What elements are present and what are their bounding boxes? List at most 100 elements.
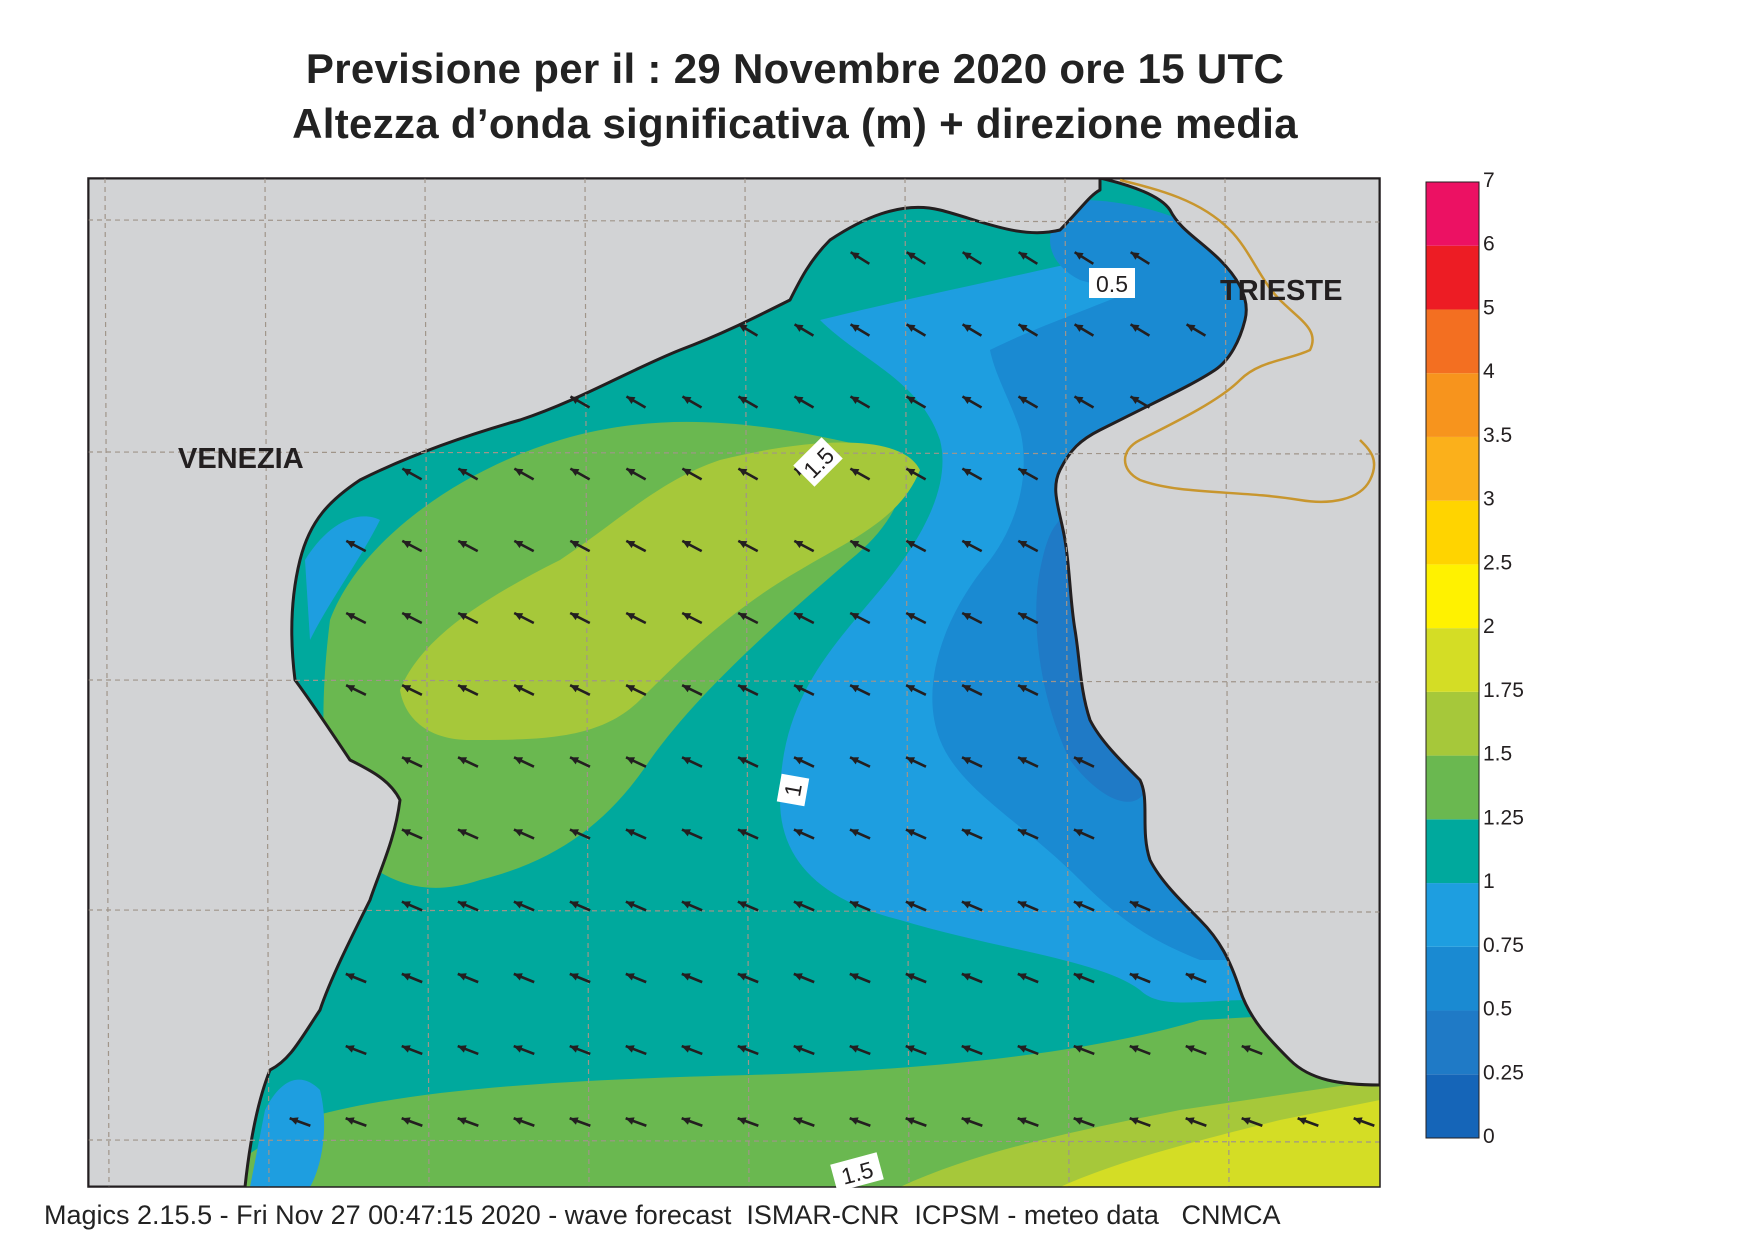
arrow-head xyxy=(1018,540,1028,549)
arrow-head xyxy=(570,396,580,404)
arrow-head xyxy=(794,396,804,404)
arrow-head xyxy=(682,613,692,621)
wave-direction-arrow xyxy=(1073,251,1095,265)
arrow-head xyxy=(1129,1045,1139,1053)
wave-direction-arrow xyxy=(401,900,423,912)
arrow-head xyxy=(345,973,355,981)
wave-direction-arrow xyxy=(569,467,591,481)
arrow-head xyxy=(1073,1045,1083,1053)
arrow-head xyxy=(1017,1117,1027,1125)
arrow-head xyxy=(793,1117,803,1125)
wave-direction-arrow xyxy=(513,1044,535,1056)
arrow-head xyxy=(458,685,468,693)
wave-direction-arrow xyxy=(625,611,647,625)
arrow-head xyxy=(1073,829,1083,837)
arrow-head xyxy=(906,685,916,693)
wave-direction-arrow xyxy=(401,1117,423,1127)
map-subtitle: Altezza d’onda significativa (m) + direz… xyxy=(292,100,1298,147)
arrow-head xyxy=(681,1117,691,1125)
wave-direction-arrow xyxy=(905,323,927,337)
arrow-head xyxy=(402,613,412,621)
arrow-head xyxy=(1018,396,1028,404)
arrow-head xyxy=(849,1045,859,1053)
arrow-head xyxy=(458,757,468,765)
legend-swatch xyxy=(1426,755,1479,820)
arrow-head xyxy=(1018,757,1028,765)
wave-direction-arrow xyxy=(625,539,647,553)
graticule xyxy=(88,178,1380,1187)
arrow-head xyxy=(738,540,748,549)
arrow-head xyxy=(569,829,579,837)
legend-swatch xyxy=(1426,691,1479,756)
arrow-head xyxy=(962,540,972,549)
wave-direction-arrow xyxy=(625,1117,647,1127)
wave-direction-arrow xyxy=(1017,1117,1039,1127)
legend-swatch xyxy=(1426,564,1479,629)
arrow-head xyxy=(850,324,860,332)
wave-direction-arrow xyxy=(345,972,367,984)
wave-direction-arrow xyxy=(793,684,815,696)
arrow-head xyxy=(626,396,636,404)
wave-direction-arrow xyxy=(849,756,871,768)
legend-tick-label: 0.75 xyxy=(1483,934,1524,957)
arrow-head xyxy=(402,468,412,477)
wave-direction-arrow xyxy=(625,684,647,696)
wave-direction-arrow xyxy=(737,611,759,625)
arrow-head xyxy=(737,1045,747,1053)
place-label-venezia: VENEZIA xyxy=(178,443,304,475)
wave-direction-arrow xyxy=(345,1044,367,1056)
wave-direction-arrow xyxy=(905,900,927,912)
wave-direction-arrow xyxy=(681,900,703,912)
wave-direction-arrow xyxy=(1241,1044,1263,1056)
legend-tick-label: 2 xyxy=(1483,615,1495,638)
wave-direction-arrow xyxy=(513,828,535,840)
arrow-head xyxy=(906,396,916,404)
wave-direction-arrow xyxy=(961,251,983,265)
arrow-head xyxy=(681,1045,691,1053)
wave-direction-arrow xyxy=(1017,900,1039,912)
arrow-head xyxy=(402,540,412,549)
wave-direction-arrow xyxy=(1073,900,1095,912)
legend-tick-label: 2.5 xyxy=(1483,551,1512,574)
arrow-head xyxy=(457,1117,467,1125)
wave-direction-arrow xyxy=(625,972,647,984)
wave-direction-arrow xyxy=(961,828,983,840)
wave-direction-arrow xyxy=(569,611,591,625)
arrow-head xyxy=(1130,396,1140,404)
arrow-head xyxy=(345,1045,355,1053)
arrow-head xyxy=(962,468,972,477)
legend-tick-label: 1.75 xyxy=(1483,679,1524,702)
wave-direction-arrow xyxy=(1017,828,1039,840)
arrow-head xyxy=(738,468,748,477)
wave-direction-arrow xyxy=(1185,1117,1207,1127)
graticule-meridian xyxy=(1224,178,1230,1187)
wave-direction-arrow xyxy=(849,611,871,625)
arrow-head xyxy=(738,685,748,693)
wave-direction-arrow xyxy=(849,323,871,337)
wave-direction-arrow xyxy=(569,539,591,553)
arrow-head xyxy=(961,829,971,837)
wave-direction-arrow xyxy=(625,756,647,768)
wave-direction-arrow xyxy=(1129,972,1151,984)
legend-swatch xyxy=(1426,373,1479,437)
arrow-head xyxy=(1130,252,1140,260)
wave-direction-arrow xyxy=(289,1117,311,1127)
arrow-head xyxy=(401,1117,411,1125)
arrow-head xyxy=(850,252,860,260)
arrow-head xyxy=(850,396,860,404)
arrow-head xyxy=(682,685,692,693)
wave-direction-arrow xyxy=(1017,1044,1039,1056)
wave-direction-arrow xyxy=(513,539,535,553)
arrow-head xyxy=(458,540,468,549)
legend-tick-label: 1 xyxy=(1483,870,1495,893)
wave-direction-arrow xyxy=(793,323,815,337)
arrow-head xyxy=(1185,1045,1195,1053)
legend-tick-label: 6 xyxy=(1483,233,1495,256)
color-legend: 0 0.25 0.5 0.75 1 1.25 1.5 1.75 2 2.5 3 3.5 4 5 6 7 xyxy=(1425,169,1524,1148)
arrow-head xyxy=(905,1117,915,1125)
graticule-meridian xyxy=(744,178,750,1187)
wave-direction-arrow xyxy=(737,756,759,768)
wave-direction-arrow xyxy=(681,1044,703,1056)
wave-direction-arrows xyxy=(289,251,1375,1127)
wave-direction-arrow xyxy=(905,756,927,768)
